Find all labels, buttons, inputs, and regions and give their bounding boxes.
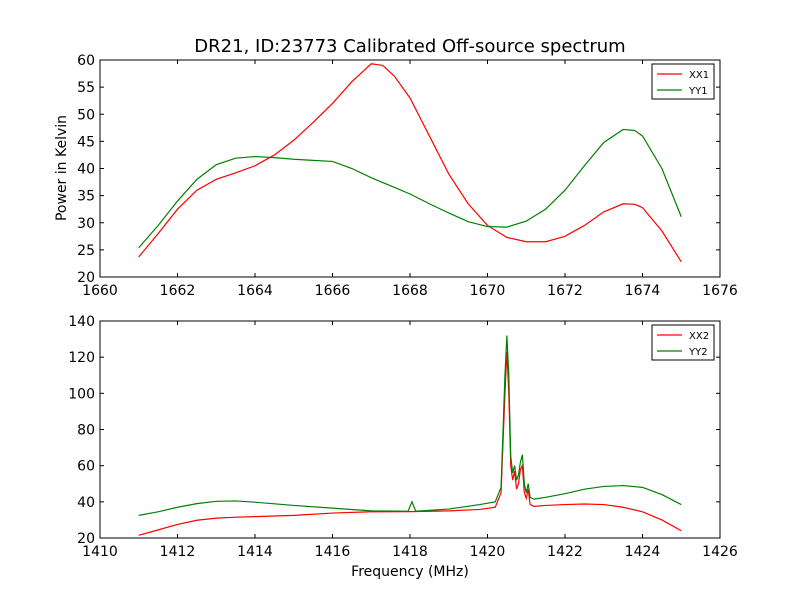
top-series-line-yy1 — [138, 128, 682, 249]
top-x-tick-label: 1668 — [392, 283, 428, 299]
top-legend: XX1 YY1 — [651, 63, 715, 100]
bottom-plot-panel: 1410 1412 1414 1416 1418 1420 1422 1424 1426 20 40… — [68, 314, 738, 580]
top-x-tick-label: 1660 — [82, 283, 118, 299]
bottom-x-tick-label: 1424 — [625, 544, 661, 560]
bottom-plot-area — [100, 321, 720, 538]
bottom-legend-label-xx2: XX2 — [689, 331, 709, 342]
bottom-y-tick-label: 40 — [77, 495, 95, 511]
bottom-y-tick-label: 120 — [68, 350, 95, 366]
bottom-y-tick-label: 20 — [77, 531, 95, 547]
top-y-tick-label: 30 — [77, 216, 95, 232]
top-y-tick-label: 55 — [77, 80, 95, 96]
top-legend-label-xx1: XX1 — [689, 70, 709, 81]
bottom-x-tick-label: 1420 — [470, 544, 506, 560]
bottom-x-tick-label: 1426 — [702, 544, 738, 560]
top-y-tick-label: 50 — [77, 107, 95, 123]
top-y-tick-label: 60 — [77, 53, 95, 69]
top-x-tick-label: 1676 — [702, 283, 738, 299]
top-x-tick-label: 1670 — [470, 283, 506, 299]
bottom-x-tick-label: 1412 — [160, 544, 196, 560]
top-y-tick-label: 45 — [77, 134, 95, 150]
top-y-tick-label: 25 — [77, 243, 95, 259]
top-x-tick-label: 1664 — [237, 283, 273, 299]
top-y-axis-label: Power in Kelvin — [54, 115, 70, 221]
bottom-x-tick-label: 1416 — [315, 544, 351, 560]
bottom-x-tick-label: 1418 — [392, 544, 428, 560]
bottom-axis-ticks: 1410 1412 1414 1416 1418 1420 1422 1424 1426 20 40… — [68, 314, 738, 560]
top-y-tick-label: 35 — [77, 189, 95, 205]
bottom-y-tick-label: 140 — [68, 314, 95, 330]
top-x-tick-label: 1666 — [315, 283, 351, 299]
top-x-tick-label: 1674 — [625, 283, 661, 299]
top-legend-box — [651, 63, 715, 100]
top-x-tick-label: 1662 — [160, 283, 196, 299]
bottom-series-line-xx2 — [138, 351, 682, 536]
top-plot-title: DR21, ID:23773 Calibrated Off-source spe… — [194, 36, 625, 57]
bottom-legend-box — [651, 324, 715, 361]
top-plot-panel: DR21, ID:23773 Calibrated Off-source spe… — [54, 36, 738, 299]
bottom-legend: XX2 YY2 — [651, 324, 715, 361]
bottom-y-tick-label: 60 — [77, 459, 95, 475]
bottom-x-axis-label: Frequency (MHz) — [351, 564, 469, 580]
bottom-x-tick-label: 1410 — [82, 544, 118, 560]
bottom-y-tick-label: 80 — [77, 423, 95, 439]
bottom-x-tick-label: 1414 — [237, 544, 273, 560]
top-plot-area — [100, 60, 720, 277]
top-x-tick-label: 1672 — [547, 283, 583, 299]
top-y-tick-label: 40 — [77, 162, 95, 178]
top-series-group — [138, 63, 682, 263]
bottom-y-tick-label: 100 — [68, 386, 95, 402]
bottom-series-line-yy2 — [138, 335, 682, 516]
top-axis-ticks: 1660 1662 1664 1666 1668 1670 1672 1674 1676 20 25… — [77, 53, 738, 299]
bottom-legend-label-yy2: YY2 — [688, 347, 708, 358]
bottom-x-tick-label: 1422 — [547, 544, 583, 560]
top-series-line-xx1 — [138, 63, 682, 263]
top-legend-label-yy1: YY1 — [688, 86, 708, 97]
top-y-tick-label: 20 — [77, 270, 95, 286]
bottom-series-group — [138, 335, 682, 536]
